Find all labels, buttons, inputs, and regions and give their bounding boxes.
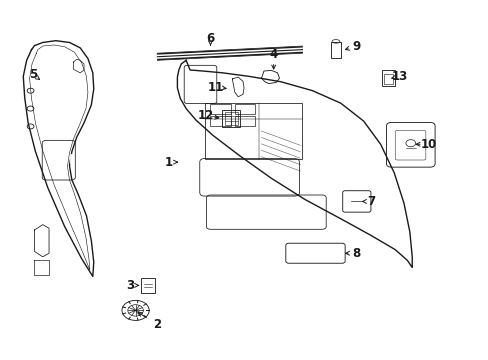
Bar <box>234 104 255 114</box>
Text: 11: 11 <box>207 81 223 94</box>
Text: 3: 3 <box>126 279 134 292</box>
Bar <box>224 112 237 125</box>
Text: 12: 12 <box>197 109 213 122</box>
Bar <box>234 116 255 126</box>
Bar <box>141 278 154 293</box>
Bar <box>210 104 230 114</box>
Text: 9: 9 <box>351 40 360 53</box>
Text: 4: 4 <box>269 49 277 62</box>
Text: 2: 2 <box>153 318 161 331</box>
Bar <box>221 110 240 127</box>
Bar <box>381 70 394 86</box>
Text: 1: 1 <box>165 156 173 168</box>
Bar <box>330 42 340 58</box>
Text: 6: 6 <box>206 32 214 45</box>
Bar <box>210 116 230 126</box>
Text: 8: 8 <box>351 247 360 260</box>
Text: 7: 7 <box>366 195 374 208</box>
Text: 10: 10 <box>420 138 436 151</box>
Text: 13: 13 <box>391 70 407 83</box>
Text: 5: 5 <box>29 68 37 81</box>
Bar <box>204 103 301 158</box>
Bar <box>383 73 392 84</box>
